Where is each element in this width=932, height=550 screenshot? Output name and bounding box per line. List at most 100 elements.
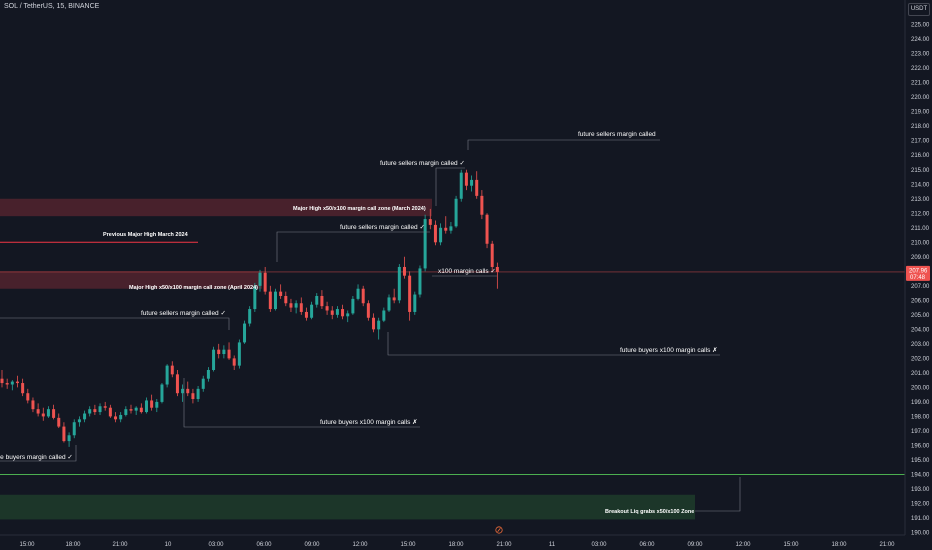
candle-body bbox=[108, 407, 112, 417]
time-tick-label: 10 bbox=[165, 542, 172, 548]
candle-body bbox=[330, 310, 334, 315]
price-tick-label: 207.00 bbox=[911, 284, 930, 290]
candle-body bbox=[222, 349, 226, 355]
candle-body bbox=[21, 383, 25, 394]
candle-body bbox=[433, 224, 437, 243]
price-tick-label: 197.00 bbox=[911, 429, 930, 435]
candle-body bbox=[263, 272, 267, 292]
price-tick-label: 225.00 bbox=[911, 23, 930, 29]
label-april-zone: Major High x50/x100 margin call zone (Ap… bbox=[129, 285, 258, 291]
price-tick-label: 222.00 bbox=[911, 66, 930, 72]
time-tick-label: 21:00 bbox=[496, 542, 512, 548]
candle-body bbox=[191, 393, 195, 400]
price-tick-label: 211.00 bbox=[911, 226, 930, 232]
candle-body bbox=[0, 378, 4, 384]
candle-body bbox=[310, 304, 314, 318]
label-buyers-197: future buyers x100 margin calls ✗ bbox=[320, 418, 418, 426]
candle-body bbox=[459, 172, 463, 199]
price-tick-label: 193.00 bbox=[911, 487, 930, 493]
price-tick-label: 220.00 bbox=[911, 95, 930, 101]
connector-buyers-202 bbox=[387, 332, 720, 356]
candle-body bbox=[175, 374, 179, 394]
candle-body bbox=[304, 311, 308, 318]
time-tick-label: 03:00 bbox=[591, 542, 607, 548]
label-x100-calls: x100 margin calls ✓ bbox=[438, 268, 496, 275]
candle-body bbox=[392, 297, 396, 301]
candle-body bbox=[139, 407, 143, 413]
time-tick-label: 12:00 bbox=[735, 542, 751, 548]
candle-body bbox=[41, 413, 45, 417]
candle-body bbox=[5, 383, 9, 385]
candle-body bbox=[31, 400, 35, 410]
connector-sellers-211 bbox=[276, 231, 430, 262]
price-tick-label: 214.00 bbox=[911, 182, 930, 188]
candle-body bbox=[475, 179, 479, 196]
candle-body bbox=[57, 417, 61, 427]
candle-body bbox=[72, 422, 76, 436]
label-buyers-left: re buyers margin called ✓ bbox=[0, 454, 73, 461]
price-tick-label: 224.00 bbox=[911, 37, 930, 43]
candle-body bbox=[480, 195, 484, 215]
candle-body bbox=[15, 381, 19, 384]
price-tick-label: 201.00 bbox=[911, 371, 930, 377]
candles-layer[interactable] bbox=[0, 169, 499, 447]
price-tick-label: 199.00 bbox=[911, 400, 930, 406]
candle-body bbox=[372, 317, 376, 330]
candle-body bbox=[217, 349, 221, 355]
price-tick-label: 216.00 bbox=[911, 153, 930, 159]
price-tick-label: 205.00 bbox=[911, 313, 930, 319]
last-price-box bbox=[906, 265, 930, 281]
price-tick-label: 215.00 bbox=[911, 168, 930, 174]
price-tick-label: 217.00 bbox=[911, 139, 930, 145]
candle-body bbox=[160, 384, 164, 402]
candle-body bbox=[268, 291, 272, 310]
price-tick-label: 206.00 bbox=[911, 298, 930, 304]
price-tick-label: 191.00 bbox=[911, 516, 930, 522]
connector-sellers-top bbox=[467, 139, 660, 150]
candle-body bbox=[98, 406, 102, 413]
time-tick-label: 11 bbox=[549, 542, 556, 548]
annotations-layer: future sellers margin called future selle… bbox=[0, 131, 741, 515]
candle-body bbox=[397, 266, 401, 301]
currency-button[interactable]: USDT bbox=[908, 3, 930, 16]
candle-body bbox=[377, 320, 381, 330]
candle-body bbox=[103, 406, 107, 408]
last-price-countdown: 07:48 bbox=[910, 275, 926, 281]
connector-buyers-197 bbox=[183, 378, 420, 428]
price-tick-label: 219.00 bbox=[911, 110, 930, 116]
symbol-title[interactable]: SOL / TetherUS, 15, BINANCE bbox=[4, 3, 100, 10]
time-tick-label: 15:00 bbox=[19, 542, 35, 548]
candle-body bbox=[201, 378, 205, 389]
candle-body bbox=[315, 295, 319, 305]
candle-body bbox=[294, 303, 298, 308]
time-tick-label: 06:00 bbox=[639, 542, 655, 548]
price-tick-label: 223.00 bbox=[911, 52, 930, 58]
candle-body bbox=[495, 266, 499, 272]
candle-body bbox=[77, 419, 81, 423]
candle-body bbox=[83, 413, 87, 420]
major-high-april-zone bbox=[0, 271, 262, 289]
candle-body bbox=[273, 291, 277, 310]
candle-body bbox=[299, 303, 303, 312]
candle-body bbox=[253, 285, 257, 310]
candle-body bbox=[464, 172, 468, 186]
candle-body bbox=[67, 435, 71, 442]
label-buyers-202: future buyers x100 margin calls ✗ bbox=[620, 346, 718, 354]
price-axis[interactable]: 190.00 191.00 192.00 193.00 194.00 195.00 196.… bbox=[904, 0, 930, 537]
candle-body bbox=[454, 198, 458, 227]
candle-body bbox=[150, 400, 154, 408]
candle-body bbox=[170, 365, 174, 375]
candle-body bbox=[413, 294, 417, 312]
time-tick-label: 09:00 bbox=[304, 542, 320, 548]
connector-sellers-205 bbox=[0, 317, 230, 330]
candle-body bbox=[485, 214, 489, 244]
candle-body bbox=[46, 409, 50, 417]
price-tick-label: 194.00 bbox=[911, 472, 930, 478]
price-tick-label: 196.00 bbox=[911, 443, 930, 449]
time-tick-label: 03:00 bbox=[208, 542, 224, 548]
last-price-value: 207.96 bbox=[909, 268, 928, 274]
time-axis[interactable]: 15:00 18:00 21:00 10 03:00 06:00 09:00 12:00 15:… bbox=[0, 526, 905, 548]
candle-body bbox=[196, 388, 200, 400]
major-high-march-zone bbox=[0, 198, 432, 217]
